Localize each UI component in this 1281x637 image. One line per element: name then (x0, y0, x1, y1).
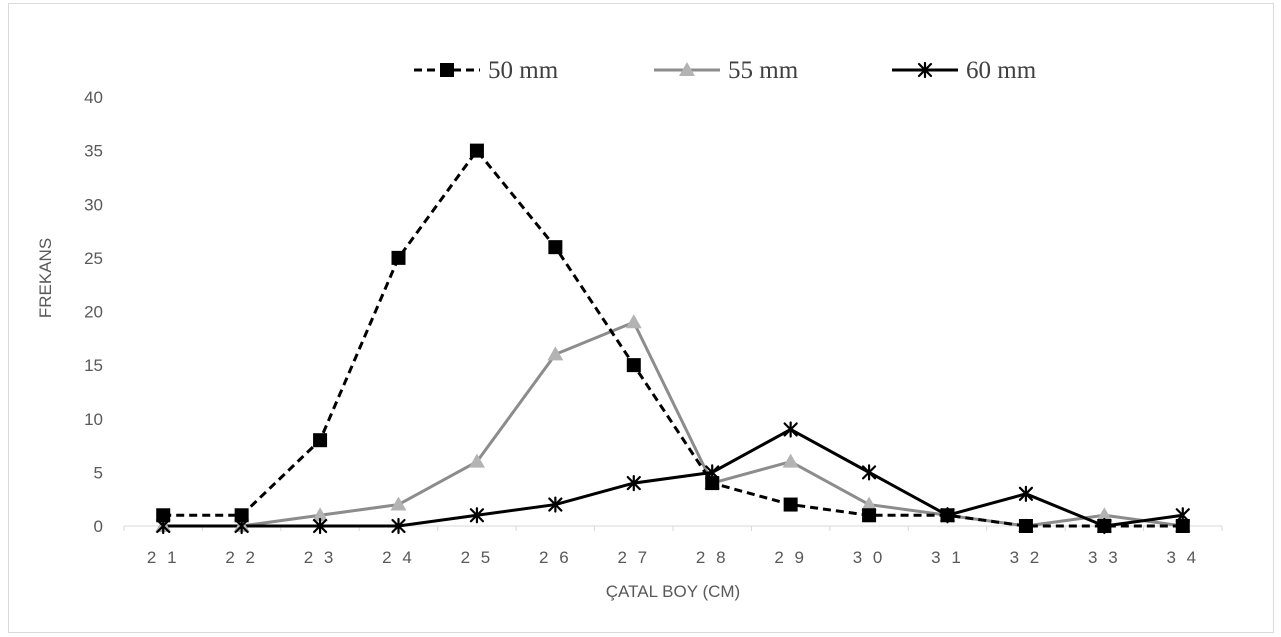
x-tick-label: 3 0 (853, 548, 886, 567)
data-point-60-mm (469, 507, 485, 524)
data-point-60-mm (312, 517, 328, 535)
legend-marker (917, 61, 933, 79)
legend-marker (440, 63, 454, 77)
data-point-55-mm (625, 314, 642, 329)
data-point-50-mm (705, 476, 720, 491)
data-point-55-mm (861, 496, 878, 511)
data-point-55-mm (312, 507, 329, 522)
y-tick-label: 30 (84, 195, 103, 214)
data-point-50-mm (626, 358, 641, 373)
x-axis-title: ÇATAL BOY (CM) (606, 582, 740, 601)
legend-marker (679, 62, 695, 76)
y-tick-label: 10 (84, 410, 103, 429)
x-tick-label: 2 6 (539, 548, 572, 567)
y-tick-label: 35 (84, 142, 103, 161)
x-tick-label: 2 9 (774, 548, 807, 567)
x-tick-label: 2 2 (225, 548, 258, 567)
x-tick-label: 3 1 (931, 548, 964, 567)
y-tick-label: 15 (84, 356, 103, 375)
x-tick-label: 2 1 (147, 548, 180, 567)
data-point-50-mm (940, 508, 955, 523)
data-point-50-mm (391, 250, 406, 265)
y-tick-label: 5 (94, 463, 103, 482)
legend-item: 55 mm (654, 57, 799, 84)
series-line-50-mm (163, 149, 1183, 528)
chart-frame (8, 3, 1274, 633)
data-point-50-mm (1018, 519, 1033, 533)
legend-label: 60 mm (966, 57, 1037, 84)
y-tick-label: 20 (84, 303, 103, 322)
data-point-60-mm (391, 517, 406, 535)
series-markers (155, 143, 1191, 535)
x-tick-label: 2 8 (696, 548, 729, 567)
data-point-50-mm (1097, 519, 1112, 533)
data-point-60-mm (783, 421, 798, 438)
x-tick-label: 3 2 (1010, 548, 1043, 567)
data-point-55-mm (390, 496, 407, 511)
legend-label: 50 mm (488, 57, 559, 84)
data-point-55-mm (1096, 507, 1113, 522)
x-tick-label: 2 7 (617, 548, 650, 567)
data-point-55-mm (547, 346, 564, 361)
series-line-55-mm (163, 320, 1183, 528)
legend-item: 50 mm (414, 57, 559, 84)
y-axis-title: FREKANS (36, 238, 55, 318)
data-point-50-mm (548, 240, 563, 255)
data-point-60-mm (548, 496, 563, 513)
data-point-55-mm (782, 453, 799, 468)
data-point-50-mm (1175, 519, 1190, 533)
x-tick-label: 2 5 (461, 548, 494, 567)
series-lines (163, 149, 1183, 528)
data-point-50-mm (862, 508, 877, 523)
x-axis-ticks: 2 1 2 2 2 3 2 4 2 5 2 6 2 7 2 8 2 9 3 0 3 1 3 2 3 3 3… (123, 526, 1223, 567)
data-point-50-mm (469, 143, 484, 158)
legend-label: 55 mm (728, 57, 799, 84)
data-point-50-mm (234, 508, 249, 523)
data-point-50-mm (156, 508, 171, 523)
x-tick-label: 3 3 (1088, 548, 1121, 567)
series-line-60-mm (163, 427, 1183, 528)
data-point-60-mm (861, 464, 877, 481)
y-axis-ticks: 0 5 10 15 20 25 30 35 40 (84, 88, 103, 536)
data-point-50-mm (783, 497, 798, 512)
x-tick-label: 3 4 (1166, 548, 1199, 567)
legend-item: 60 mm (892, 57, 1037, 84)
y-tick-label: 25 (84, 249, 103, 268)
legend: 50 mm 55 mm 60 mm (414, 57, 1037, 84)
data-point-50-mm (313, 433, 328, 448)
y-tick-label: 0 (94, 517, 103, 536)
data-point-55-mm (468, 453, 485, 468)
data-point-60-mm (626, 475, 641, 492)
y-tick-label: 40 (84, 88, 103, 107)
x-tick-label: 2 4 (382, 548, 415, 567)
data-point-60-mm (1018, 485, 1034, 502)
x-tick-label: 2 3 (304, 548, 337, 567)
